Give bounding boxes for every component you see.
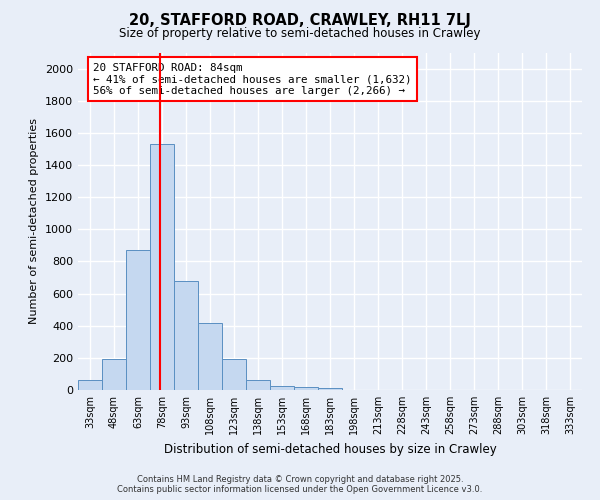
Text: 20 STAFFORD ROAD: 84sqm
← 41% of semi-detached houses are smaller (1,632)
56% of: 20 STAFFORD ROAD: 84sqm ← 41% of semi-de… — [93, 62, 412, 96]
Bar — [78, 380, 102, 390]
Bar — [126, 250, 150, 390]
Text: 20, STAFFORD ROAD, CRAWLEY, RH11 7LJ: 20, STAFFORD ROAD, CRAWLEY, RH11 7LJ — [129, 12, 471, 28]
Bar — [294, 387, 318, 390]
Bar — [222, 358, 246, 390]
Text: Contains HM Land Registry data © Crown copyright and database right 2025.
Contai: Contains HM Land Registry data © Crown c… — [118, 474, 482, 494]
Bar — [174, 280, 198, 390]
Y-axis label: Number of semi-detached properties: Number of semi-detached properties — [29, 118, 40, 324]
Bar — [270, 386, 294, 390]
Text: Size of property relative to semi-detached houses in Crawley: Size of property relative to semi-detach… — [119, 28, 481, 40]
Bar — [198, 324, 222, 390]
Bar — [318, 388, 342, 390]
X-axis label: Distribution of semi-detached houses by size in Crawley: Distribution of semi-detached houses by … — [164, 442, 496, 456]
Bar — [102, 358, 126, 390]
Bar — [246, 380, 270, 390]
Bar — [150, 144, 174, 390]
